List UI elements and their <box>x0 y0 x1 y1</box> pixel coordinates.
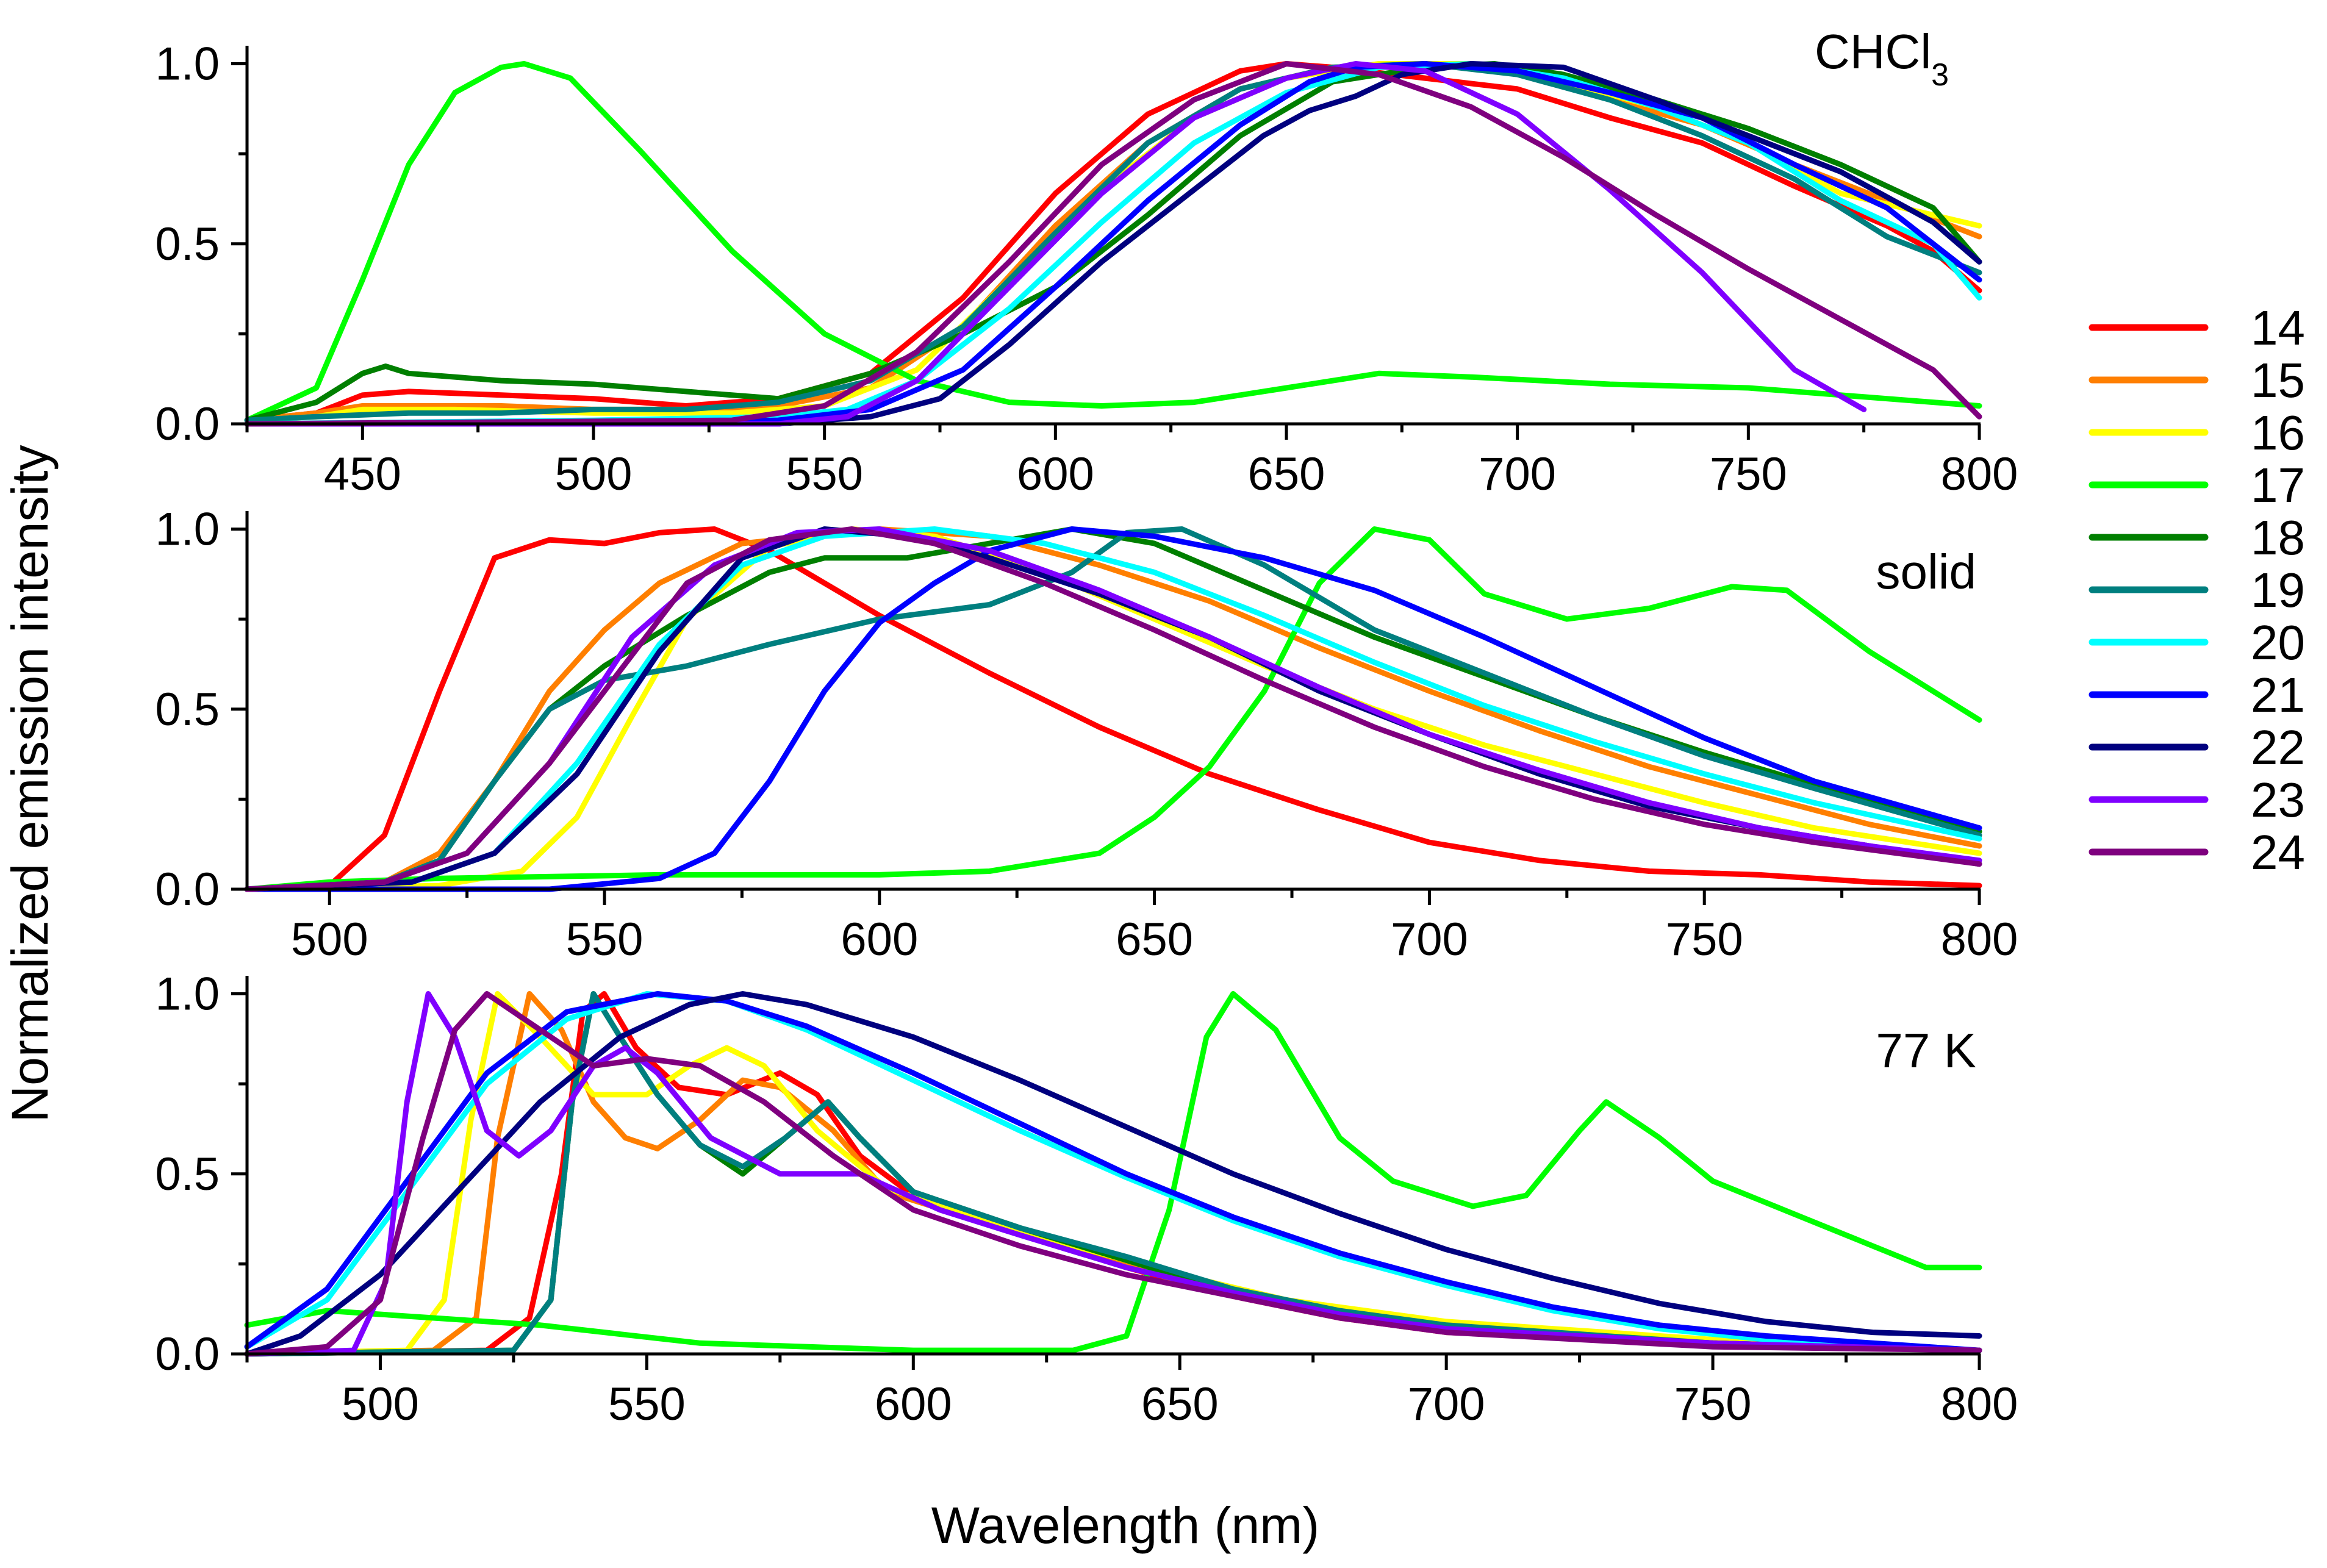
legend-label-24: 24 <box>2251 825 2305 879</box>
legend-label-17: 17 <box>2251 458 2305 512</box>
y-tick-label-chcl3-1: 1.0 <box>155 38 220 90</box>
legend-label-21: 21 <box>2251 668 2305 722</box>
y-tick-label-77k-1: 1.0 <box>155 968 220 1020</box>
series-line-solid-19 <box>244 526 1982 892</box>
series-line-77k-23 <box>244 991 1982 1357</box>
series-line-chcl3-17 <box>244 61 1982 423</box>
series-line-chcl3-20 <box>244 61 1982 427</box>
x-tick-label-77k-600: 600 <box>875 1378 952 1430</box>
y-tick-label-77k-0.5: 0.5 <box>155 1148 220 1200</box>
x-tick-label-77k-700: 700 <box>1408 1378 1485 1430</box>
x-tick-label-chcl3-450: 450 <box>324 448 401 500</box>
x-tick-label-77k-650: 650 <box>1141 1378 1219 1430</box>
y-tick-label-chcl3-0: 0.0 <box>155 398 220 450</box>
series-line-77k-20 <box>244 991 1982 1353</box>
panel-77k-axes: 500 550 600 650 700 750 800 0.0 0.5 1.0 <box>155 968 2018 1430</box>
panel-solid-series <box>244 526 1982 892</box>
series-line-chcl3-21 <box>244 61 1982 427</box>
legend-label-19: 19 <box>2251 563 2305 617</box>
x-tick-label-chcl3-650: 650 <box>1248 448 1325 500</box>
series-line-77k-17 <box>244 991 1982 1353</box>
series-line-chcl3-23 <box>244 61 1867 427</box>
series-line-solid-17 <box>244 526 1982 892</box>
x-tick-label-chcl3-700: 700 <box>1479 448 1556 500</box>
x-tick-label-chcl3-500: 500 <box>555 448 633 500</box>
series-line-chcl3-15 <box>244 61 1982 423</box>
y-tick-label-solid-0.5: 0.5 <box>155 684 220 736</box>
x-tick-label-solid-500: 500 <box>291 914 368 965</box>
x-tick-label-solid-700: 700 <box>1391 914 1468 965</box>
series-line-solid-24 <box>244 526 1982 892</box>
legend-label-16: 16 <box>2251 406 2305 460</box>
series-line-chcl3-22 <box>244 61 1982 427</box>
panel-77k-title: 77 K <box>1876 1023 1976 1078</box>
panel-77k-series <box>244 991 1982 1357</box>
series-line-solid-20 <box>244 526 1982 892</box>
panel-chcl3-title-sub: 3 <box>1931 57 1949 93</box>
series-line-chcl3-19 <box>244 61 1982 423</box>
panel-solid: 500 550 600 650 700 750 800 0.0 0.5 1.0 solid <box>155 504 2018 965</box>
x-tick-label-solid-650: 650 <box>1116 914 1193 965</box>
y-tick-label-solid-1: 1.0 <box>155 504 220 556</box>
x-tick-label-77k-750: 750 <box>1674 1378 1752 1430</box>
legend-label-15: 15 <box>2251 353 2305 407</box>
series-line-77k-19 <box>244 991 1982 1357</box>
legend-label-23: 23 <box>2251 773 2305 827</box>
x-tick-label-solid-800: 800 <box>1941 914 2018 965</box>
panel-chcl3-title: CHCl3 <box>1815 24 1949 93</box>
panel-solid-title: solid <box>1876 545 1976 599</box>
x-tick-label-solid-750: 750 <box>1666 914 1743 965</box>
series-line-chcl3-14 <box>244 61 1982 423</box>
series-line-solid-21 <box>244 526 1982 892</box>
panel-chcl3: 450 500 550 600 650 700 750 800 0.0 0.5 1.0 CHCl3 <box>155 24 2018 500</box>
legend-label-14: 14 <box>2251 301 2305 355</box>
y-tick-label-77k-0: 0.0 <box>155 1328 220 1380</box>
legend-label-22: 22 <box>2251 720 2305 775</box>
x-tick-label-77k-550: 550 <box>608 1378 686 1430</box>
x-tick-label-chcl3-800: 800 <box>1941 448 2018 500</box>
series-line-77k-24 <box>244 991 1982 1357</box>
x-tick-label-chcl3-750: 750 <box>1710 448 1787 500</box>
panel-77k: 500 550 600 650 700 750 800 0.0 0.5 1.0 77 K <box>155 968 2018 1430</box>
y-axis-label: Normalized emission intensity <box>1 445 59 1122</box>
y-tick-label-chcl3-0.5: 0.5 <box>155 218 220 270</box>
series-line-solid-22 <box>244 526 1982 892</box>
panel-solid-axes: 500 550 600 650 700 750 800 0.0 0.5 1.0 <box>155 504 2018 965</box>
legend-label-18: 18 <box>2251 510 2305 565</box>
series-line-77k-22 <box>244 991 1982 1357</box>
x-tick-label-solid-600: 600 <box>841 914 918 965</box>
series-line-solid-15 <box>244 526 1982 892</box>
panel-chcl3-title-main: CHCl <box>1815 24 1931 79</box>
series-line-solid-14 <box>244 526 1982 892</box>
x-axis-label: Wavelength (nm) <box>931 1497 1319 1554</box>
x-tick-label-solid-550: 550 <box>566 914 644 965</box>
y-tick-label-solid-0: 0.0 <box>155 864 220 915</box>
panel-chcl3-axes: 450 500 550 600 650 700 750 800 0.0 0.5 1.0 <box>155 38 2018 500</box>
x-tick-label-77k-500: 500 <box>342 1378 419 1430</box>
x-tick-label-chcl3-550: 550 <box>786 448 863 500</box>
x-tick-label-77k-800: 800 <box>1941 1378 2018 1430</box>
series-line-77k-21 <box>244 991 1982 1353</box>
panel-chcl3-series <box>244 61 1982 427</box>
series-line-solid-16 <box>244 526 1982 892</box>
legend-label-20: 20 <box>2251 615 2305 670</box>
x-tick-label-chcl3-600: 600 <box>1017 448 1094 500</box>
series-line-chcl3-24 <box>244 61 1982 427</box>
